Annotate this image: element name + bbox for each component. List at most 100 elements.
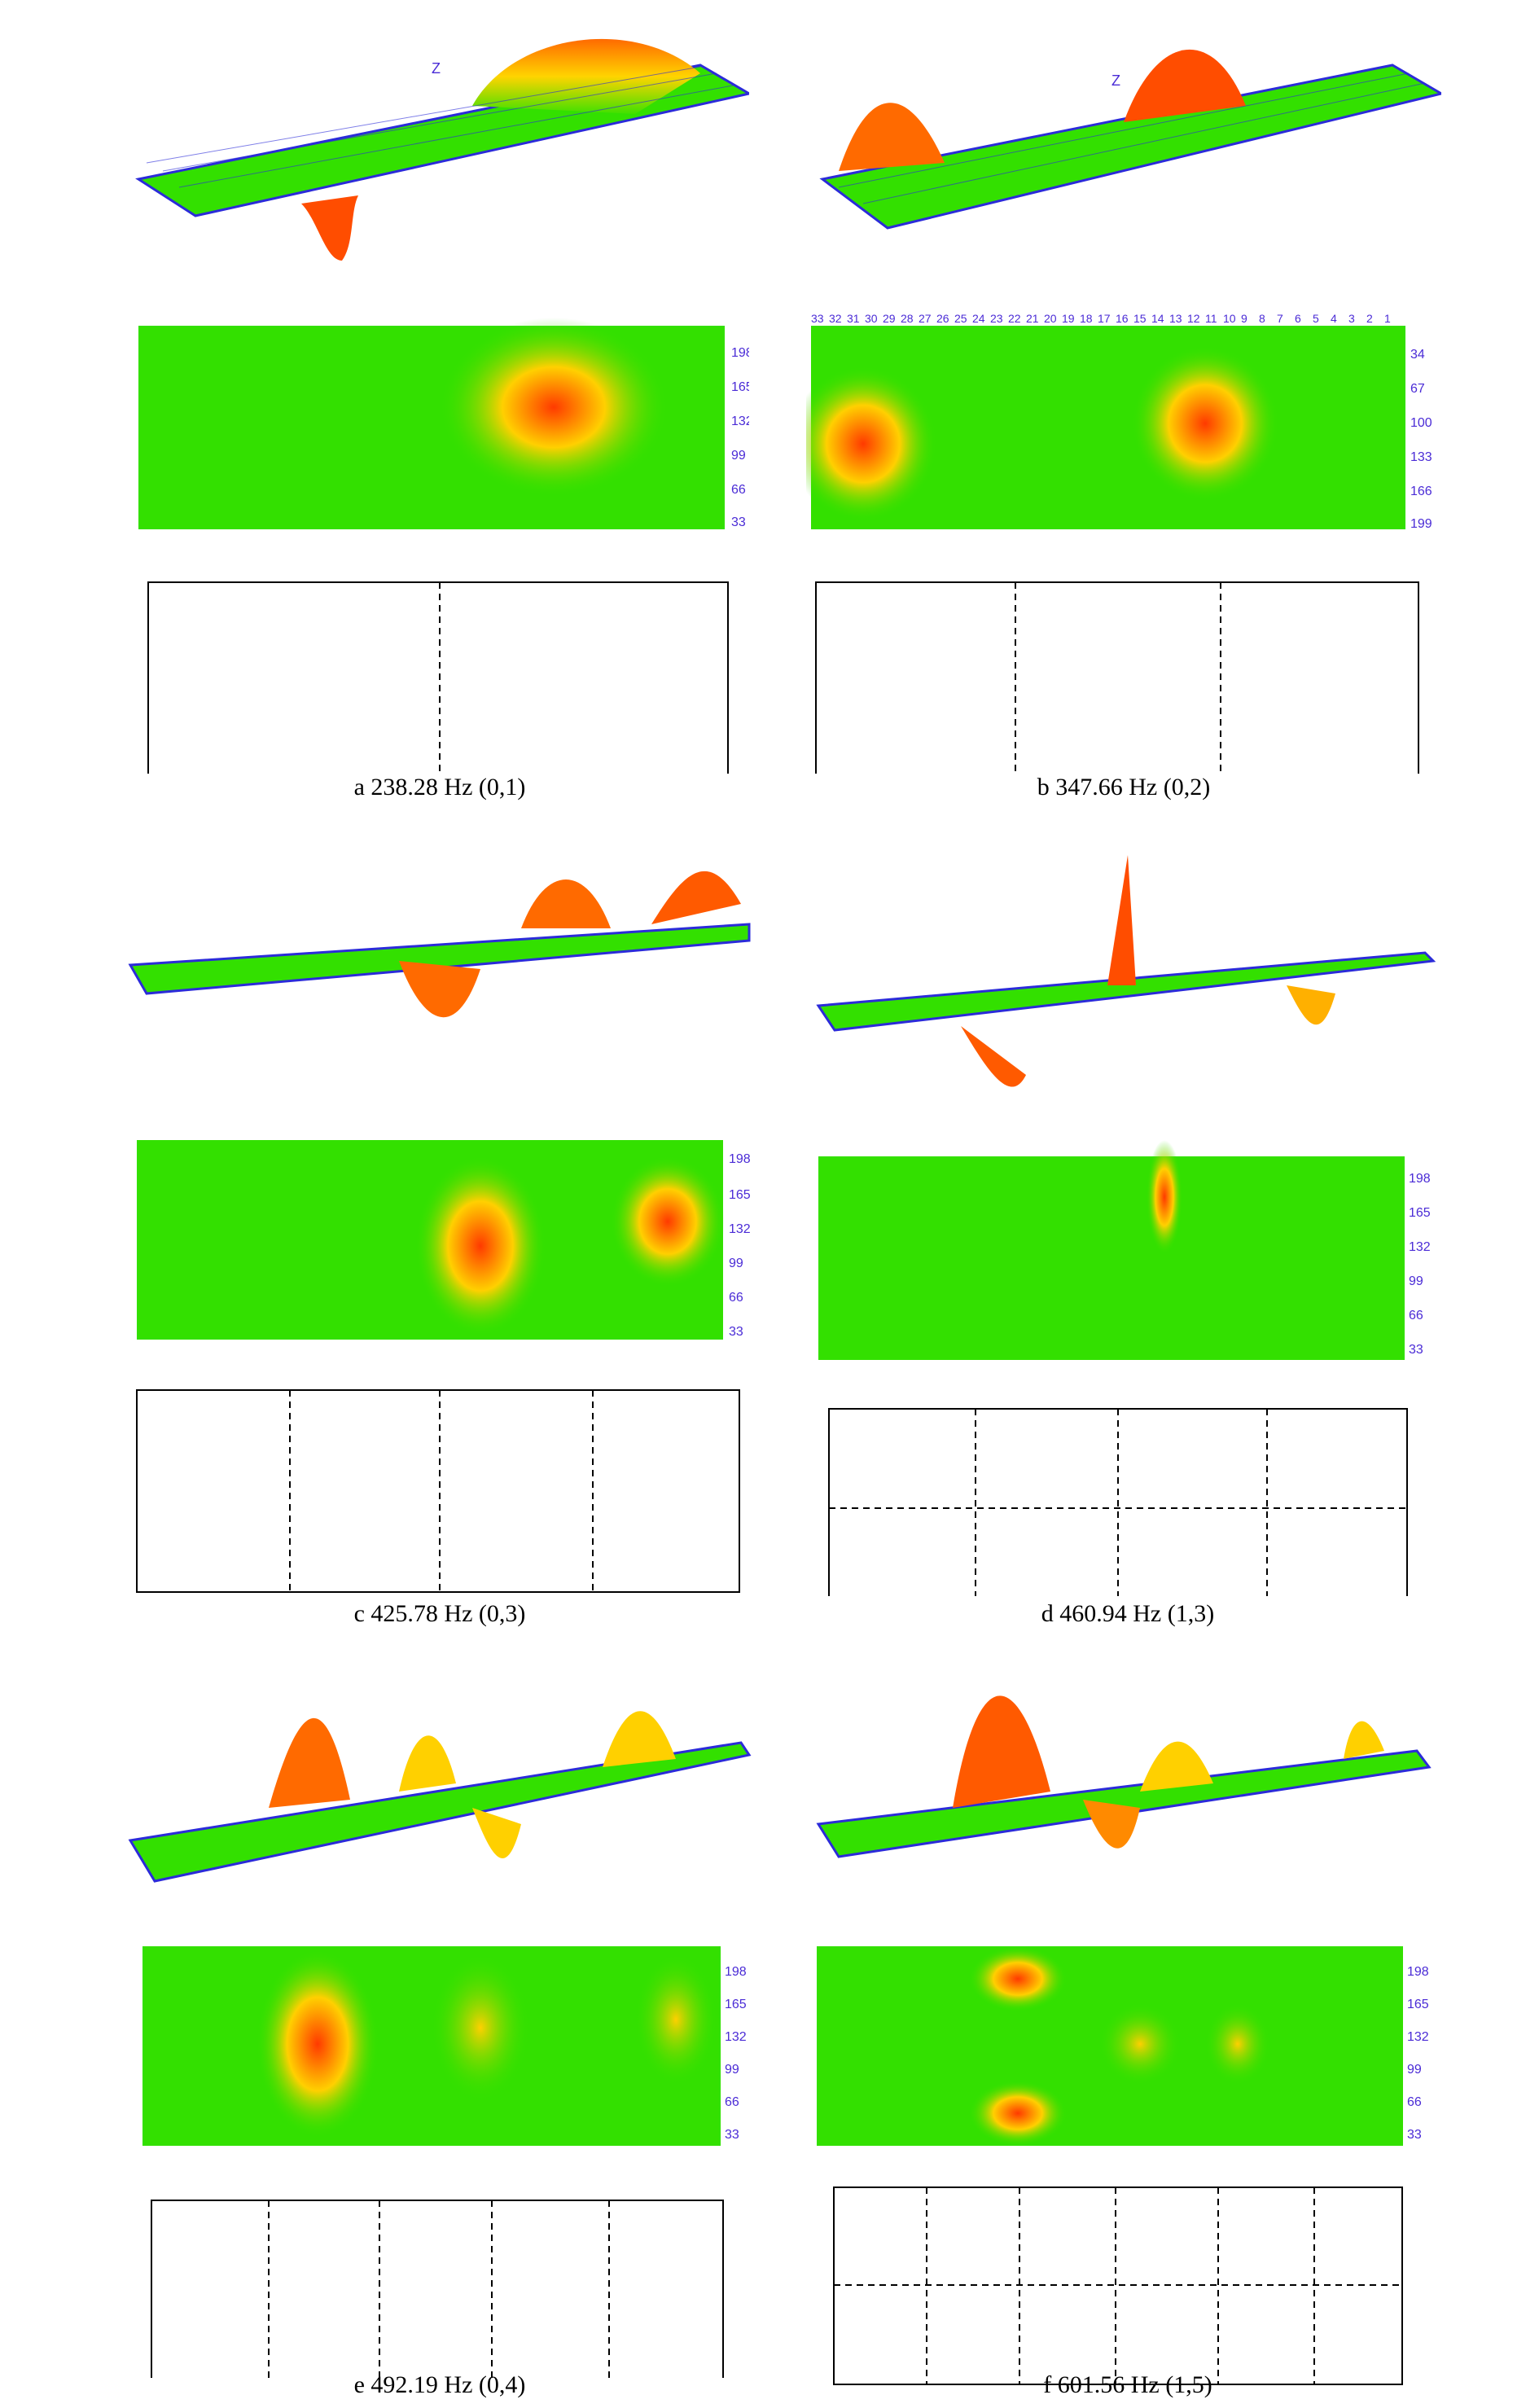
axis-tick: 165 <box>729 1188 751 1202</box>
axis-tick-top: 3 <box>1348 312 1355 325</box>
axis-tick: 198 <box>1407 1965 1429 1979</box>
surface-bulge <box>1124 49 1246 122</box>
contour-map-d: 198 165 132 99 66 33 <box>818 1140 1431 1360</box>
axis-tick-top: 24 <box>972 312 985 325</box>
panel-c: 198 165 132 99 66 33 c 425.78 Hz (0,3) <box>122 831 757 1637</box>
antinode <box>1099 2003 1181 2085</box>
surface-bulge <box>269 1717 350 1808</box>
perspective-plot-b: Z <box>819 49 1441 230</box>
axis-tick: 33 <box>1407 2128 1422 2142</box>
axis-tick: 198 <box>729 1152 751 1166</box>
axis-tick: 99 <box>731 449 746 463</box>
panel-d: 198 165 132 99 66 33 d 460.94 Hz (1,3) <box>814 831 1441 1637</box>
axis-tick: 132 <box>1409 1240 1431 1254</box>
antinode <box>969 1946 1067 2011</box>
axis-tick: 99 <box>1409 1274 1423 1288</box>
axis-tick: 66 <box>731 483 746 497</box>
axis-tick-top: 18 <box>1080 312 1093 325</box>
axis-tick-top: 32 <box>829 312 842 325</box>
axis-tick: 198 <box>731 346 749 360</box>
axis-tick: 33 <box>729 1325 743 1339</box>
surface-dip <box>1083 1800 1140 1849</box>
axis-tick: 132 <box>1407 2030 1429 2044</box>
contour-map-b: 34 67 100 133 166 199 33 32 31 30 29 28 27 26 25… <box>806 312 1432 531</box>
caption-c: c 425.78 Hz (0,3) <box>353 1600 526 1627</box>
perspective-plot-d <box>816 855 1436 1087</box>
axis-tick-top: 7 <box>1277 312 1283 325</box>
axis-tick-top: 26 <box>936 312 949 325</box>
axis-tick-top: 8 <box>1259 312 1265 325</box>
axis-tick: 165 <box>725 1998 747 2011</box>
antinode <box>256 1950 379 2138</box>
axis-tick: 165 <box>1409 1206 1431 1220</box>
z-axis-label: Z <box>432 60 441 77</box>
antinode <box>1205 2003 1270 2085</box>
surface-peak <box>1107 855 1136 985</box>
axis-tick: 99 <box>1407 2063 1422 2077</box>
axis-tick-top: 29 <box>883 312 896 325</box>
panel-e: 198 165 132 99 66 33 e 492.19 Hz (0,4) <box>122 1645 757 2402</box>
axis-tick-top: 4 <box>1331 312 1337 325</box>
surface-dip <box>961 1026 1026 1087</box>
caption-e: e 492.19 Hz (0,4) <box>353 2371 526 2398</box>
surface-bulge <box>521 879 611 928</box>
axis-tick: 66 <box>725 2095 739 2109</box>
contour-map-f: 198 165 132 99 66 33 <box>817 1946 1429 2146</box>
axis-tick-top: 20 <box>1044 312 1057 325</box>
surface-dip <box>301 195 358 261</box>
plate-surface <box>816 1749 1432 1858</box>
axis-tick-top: 14 <box>1151 312 1164 325</box>
nodal-pattern-b <box>815 581 1419 774</box>
perspective-plot-c <box>128 871 751 1018</box>
axis-tick-top: 33 <box>811 312 824 325</box>
antinode <box>1132 346 1278 501</box>
axis-tick-top: 30 <box>865 312 878 325</box>
axis-tick: 33 <box>725 2128 739 2142</box>
axis-tick: 99 <box>725 2063 739 2077</box>
z-axis-label: Z <box>1112 72 1120 89</box>
surface-bulge <box>603 1711 676 1767</box>
axis-tick-top: 15 <box>1133 312 1147 325</box>
axis-tick: 66 <box>729 1291 743 1305</box>
axis-tick: 34 <box>1410 348 1425 362</box>
axis-tick: 165 <box>1407 1998 1429 2011</box>
perspective-plot-a: Z <box>135 38 749 261</box>
contour-map-e: 198 165 132 99 66 33 <box>142 1946 747 2146</box>
contour-field <box>818 1156 1405 1360</box>
antinode <box>806 366 936 521</box>
plate-surface <box>128 1741 752 1883</box>
plate-outline <box>147 581 729 774</box>
axis-tick-top: 28 <box>901 312 914 325</box>
axis-tick: 133 <box>1410 450 1432 464</box>
axis-tick: 132 <box>729 1222 751 1236</box>
caption-d: d 460.94 Hz (1,3) <box>1041 1600 1215 1627</box>
axis-tick: 199 <box>1410 517 1432 531</box>
nodal-pattern-a <box>147 581 729 774</box>
axis-tick-top: 12 <box>1187 312 1200 325</box>
axis-tick-top: 6 <box>1295 312 1301 325</box>
perspective-plot-f <box>816 1695 1432 1858</box>
antinode <box>969 2081 1067 2146</box>
axis-tick-top: 9 <box>1241 312 1247 325</box>
axis-tick-top: 5 <box>1313 312 1319 325</box>
axis-tick: 66 <box>1409 1309 1423 1322</box>
antinode <box>1147 1140 1182 1254</box>
antinode <box>415 1156 546 1336</box>
axis-tick-top: 21 <box>1026 312 1039 325</box>
caption-a: a 238.28 Hz (0,1) <box>353 774 526 800</box>
perspective-plot-e <box>128 1711 752 1883</box>
axis-tick: 33 <box>731 515 746 529</box>
panel-f: 198 165 132 99 66 33 f 601.56 Hz (1,5) <box>814 1645 1441 2402</box>
surface-bulge <box>1344 1721 1384 1759</box>
surface-bulge <box>1140 1741 1213 1792</box>
surface-bulge <box>953 1695 1050 1808</box>
antinode <box>432 1954 529 2101</box>
panel-a: Z 198 165 132 99 66 33 a 238.28 Hz (0,1) <box>130 16 749 814</box>
axis-tick-top: 2 <box>1366 312 1373 325</box>
plate-outline <box>136 1389 740 1593</box>
surface-bulge <box>399 1735 456 1792</box>
axis-tick-top: 23 <box>990 312 1003 325</box>
surface-bulge <box>472 38 700 114</box>
nodal-pattern-c <box>136 1389 740 1593</box>
axis-tick: 67 <box>1410 382 1425 396</box>
